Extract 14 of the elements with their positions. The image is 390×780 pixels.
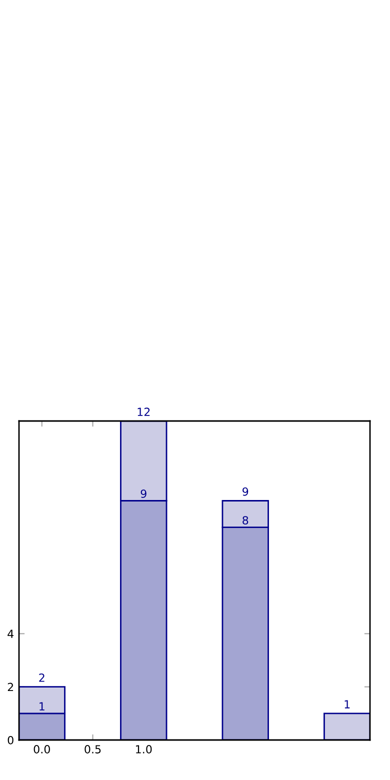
data-label: 9 [140,490,146,498]
total-label: 9 [242,487,248,496]
y-tick-label: 4 [8,630,14,638]
data-label: 1 [40,702,44,710]
data-label: 8 [242,516,248,524]
x-tick-label: 0.0 [34,745,50,754]
y-tick-label: 0 [8,736,14,744]
total-label: 2 [39,674,44,682]
x-tick-label: 1.0 [136,745,152,754]
x-tick-label: 0.5 [84,745,101,754]
bar [324,712,370,740]
total-label: 12 [138,408,150,416]
total-label: 1 [344,700,350,708]
y-tick-label: 2 [8,682,14,692]
